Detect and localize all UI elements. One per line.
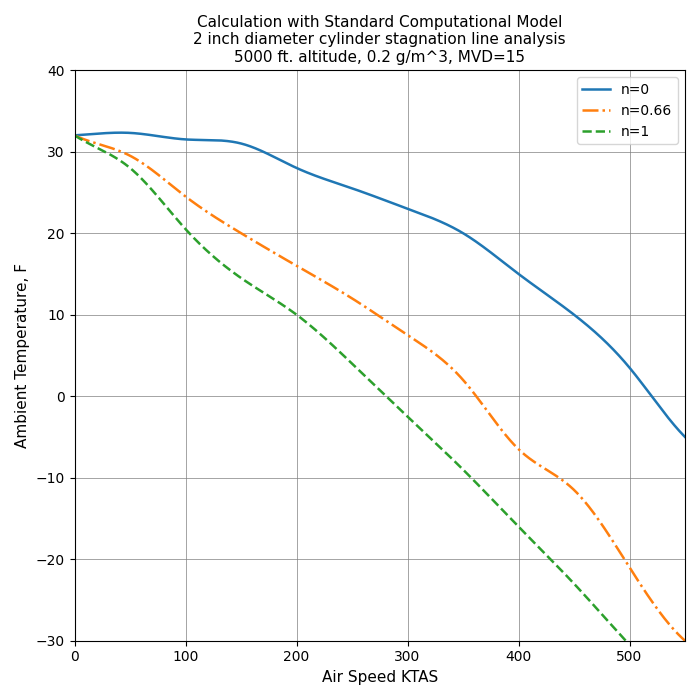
n=0 [351,186,360,194]
n=0.66 [70,131,78,139]
n=1 [609,622,617,631]
Line: n=1: n=1 [74,135,629,645]
n=1 [625,640,634,649]
n=0 [368,191,376,200]
n=0 [552,297,560,305]
n=0.66 [551,471,559,480]
n=0.66 [663,617,671,626]
n=0.66 [368,307,376,315]
n=0 [663,412,671,421]
n=0 [664,413,672,421]
X-axis label: Air Speed KTAS: Air Speed KTAS [321,670,438,685]
Line: n=0.66: n=0.66 [74,135,685,640]
n=0.66 [681,636,690,645]
n=1 [508,515,516,524]
n=1 [70,131,78,139]
n=1 [340,352,349,361]
n=0.66 [663,617,671,626]
n=1 [99,146,107,155]
n=0 [681,433,690,441]
n=0 [116,129,125,137]
Title: Calculation with Standard Computational Model
2 inch diameter cylinder stagnatio: Calculation with Standard Computational … [193,15,566,65]
n=1 [609,623,617,631]
Y-axis label: Ambient Temperature, F: Ambient Temperature, F [15,263,30,448]
n=0 [102,129,110,137]
Legend: n=0, n=0.66, n=1: n=0, n=0.66, n=1 [577,77,678,144]
n=0 [70,131,78,139]
n=1 [326,338,334,346]
Line: n=0: n=0 [74,133,685,437]
n=0.66 [102,142,110,150]
n=0.66 [351,296,359,304]
